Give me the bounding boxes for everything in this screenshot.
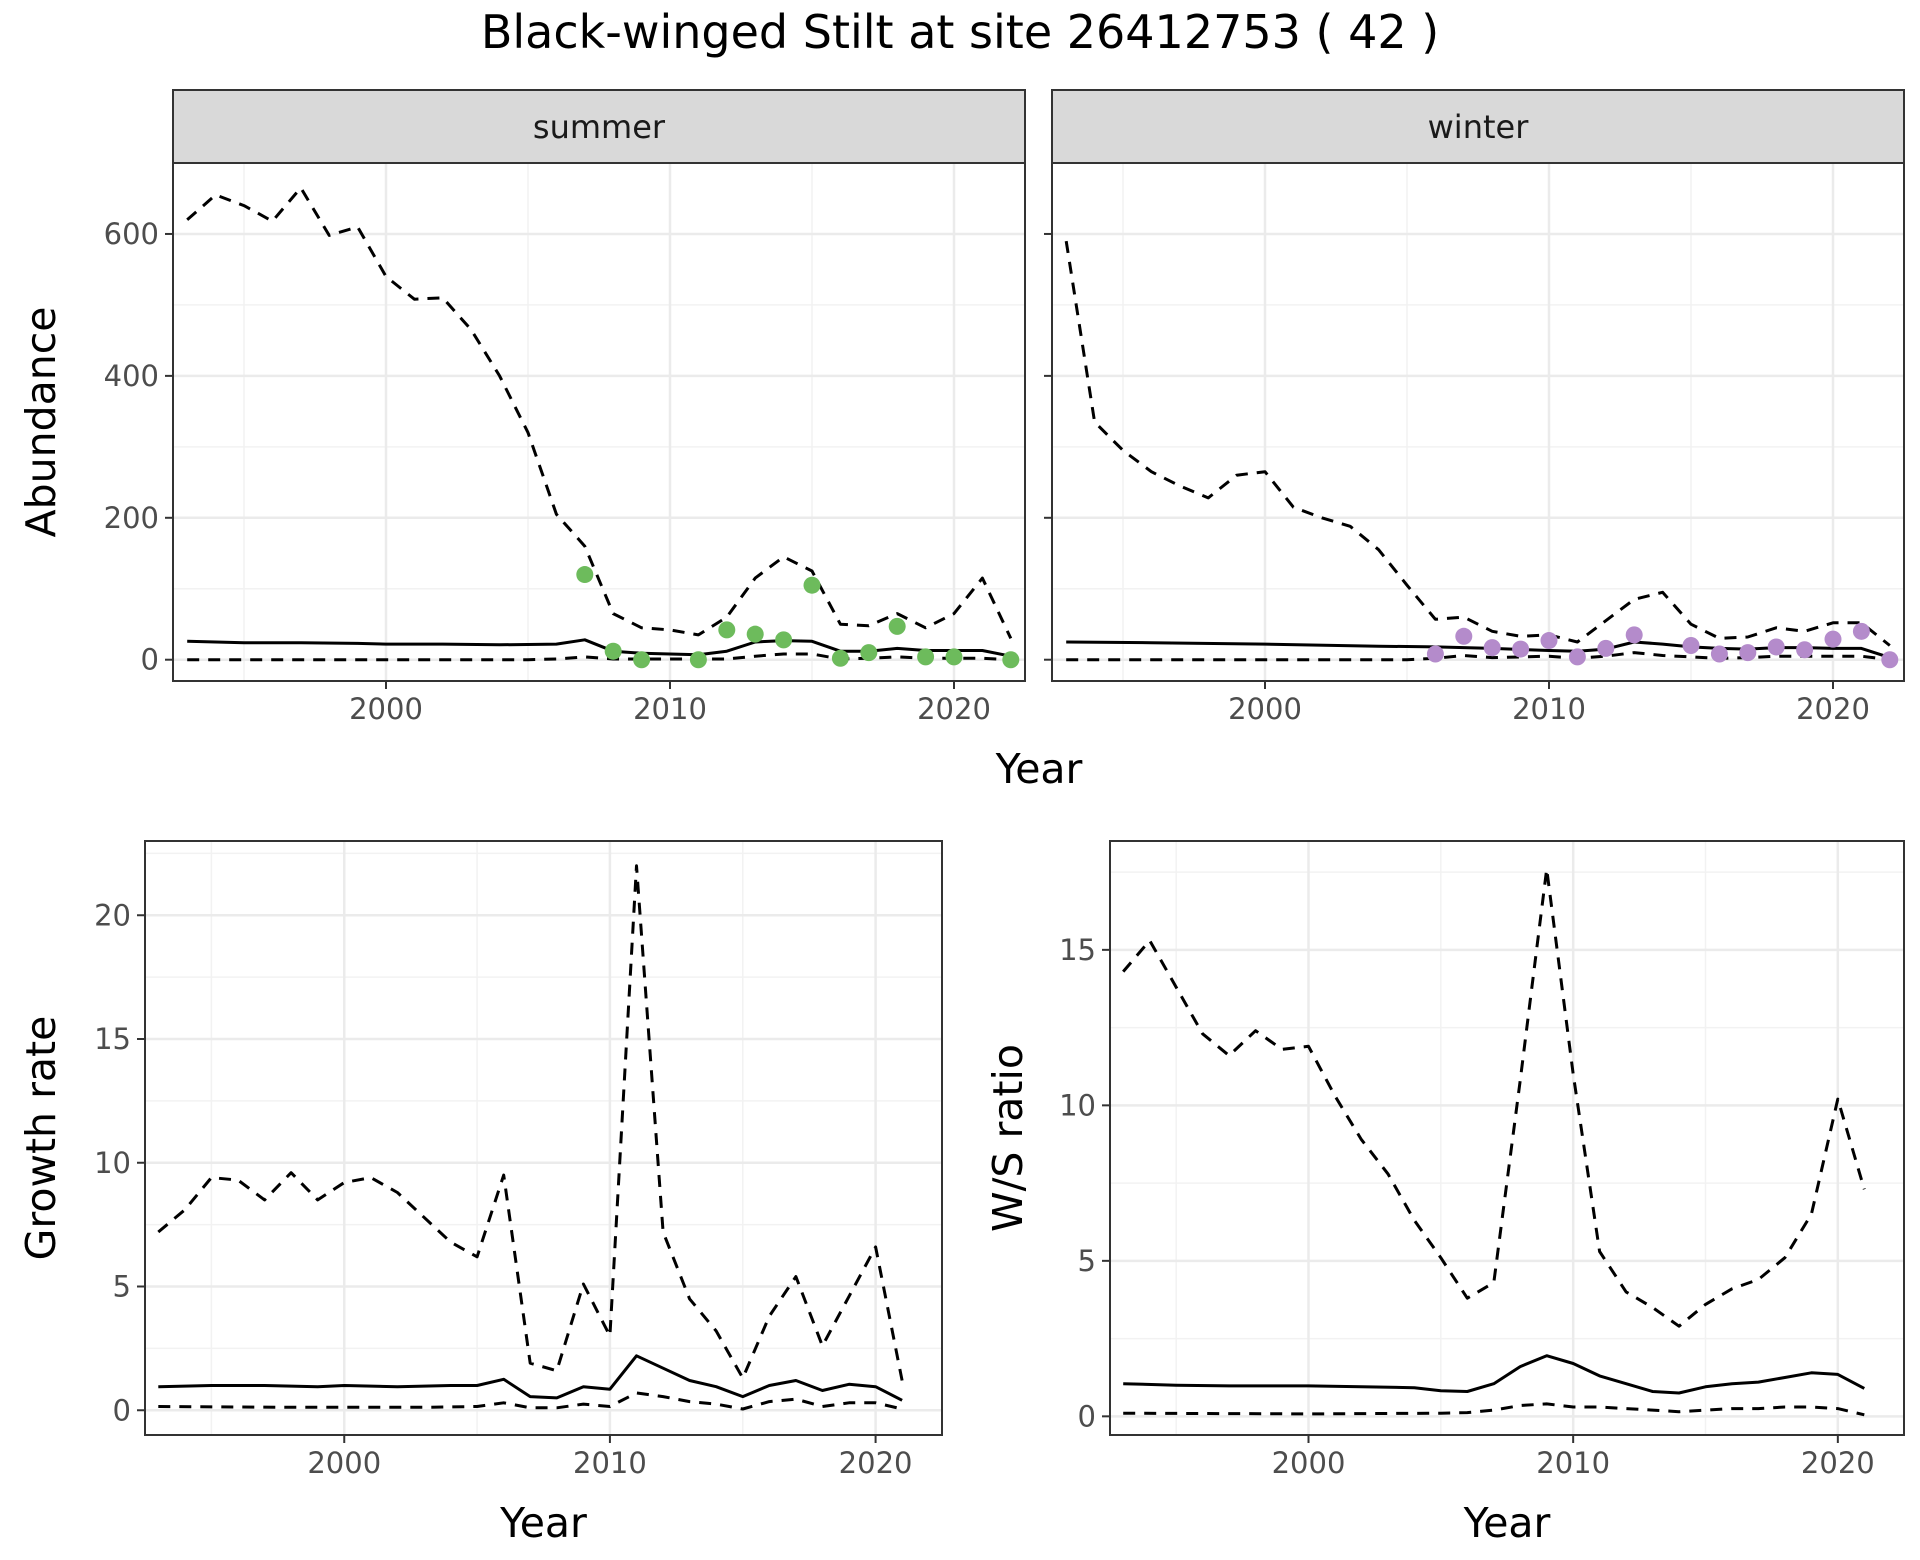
- data-point: [1710, 645, 1728, 663]
- data-point: [1739, 644, 1757, 662]
- data-point: [917, 648, 935, 666]
- data-point: [576, 566, 594, 584]
- data-point: [888, 617, 906, 635]
- panel-background: [1052, 163, 1904, 681]
- x-tick-label: 2000: [349, 692, 423, 726]
- data-point: [1796, 641, 1814, 659]
- data-point: [860, 644, 878, 662]
- abundance-x-axis-label: Year: [995, 745, 1083, 793]
- x-tick-label: 2020: [839, 1446, 913, 1480]
- estimate-line: [187, 638, 1012, 658]
- facet-strip: [172, 89, 1026, 164]
- x-tick-label: 2000: [1272, 1446, 1346, 1480]
- x-tick-label: 2010: [573, 1446, 647, 1480]
- data-point: [1002, 651, 1020, 669]
- upper-bound-line: [186, 186, 1013, 640]
- x-tick-label: 2010: [633, 692, 707, 726]
- x-tick-label: 2010: [1512, 692, 1586, 726]
- abundance-panel-summer: 2000 2010 2020 0 200 400 600: [104, 162, 1026, 726]
- ws-ratio-x-axis-label: Year: [1463, 1499, 1551, 1547]
- estimate-line: [1123, 1354, 1866, 1395]
- data-point: [689, 651, 707, 669]
- growth-rate-y-axis-label: Growth rate: [17, 1016, 65, 1261]
- figure-title: Black-winged Stilt at site 26412753 ( 42…: [481, 5, 1439, 59]
- panel-border: [1109, 840, 1905, 1436]
- panel-border: [172, 162, 1026, 682]
- abundance-panel-winter: 2000 2010 2020: [1044, 162, 1905, 726]
- data-point: [746, 625, 764, 643]
- data-point: [1881, 651, 1899, 669]
- data-point: [604, 642, 622, 660]
- ws-ratio-panel: 2000 2010 2020 0 5 10 15: [1059, 840, 1905, 1480]
- data-point: [718, 621, 736, 639]
- x-tick-label: 2010: [1536, 1446, 1610, 1480]
- x-tick-label: 2020: [917, 692, 991, 726]
- y-tick-label: 0: [1078, 1399, 1096, 1433]
- data-point: [1824, 630, 1842, 648]
- x-tick-label: 2000: [1228, 692, 1302, 726]
- facet-strip: [1051, 89, 1905, 164]
- y-tick-label: 15: [1059, 933, 1096, 967]
- data-point: [1625, 626, 1643, 644]
- panel-background: [145, 841, 942, 1435]
- data-point: [1682, 637, 1700, 655]
- x-tick-label: 2020: [1801, 1446, 1875, 1480]
- data-point: [1597, 639, 1615, 657]
- x-tick-label: 2000: [307, 1446, 381, 1480]
- panel-background: [1110, 841, 1904, 1435]
- y-tick-label: 400: [104, 359, 159, 393]
- lower-bound-line: [158, 1391, 903, 1411]
- y-tick-label: 10: [1059, 1088, 1096, 1122]
- y-tick-label: 15: [94, 1022, 131, 1056]
- data-point: [775, 631, 793, 649]
- panel-background: [173, 163, 1025, 681]
- data-point: [803, 576, 821, 594]
- x-tick-label: 2020: [1796, 692, 1870, 726]
- data-point: [1512, 640, 1530, 658]
- data-point: [1767, 638, 1785, 656]
- growth-rate-x-axis-label: Year: [499, 1499, 587, 1547]
- lower-bound-line: [1066, 651, 1890, 662]
- data-point: [1483, 639, 1501, 657]
- panel-border: [144, 840, 943, 1436]
- y-tick-label: 200: [104, 501, 159, 535]
- data-point: [1455, 627, 1473, 645]
- y-tick-label: 0: [141, 643, 159, 677]
- data-point: [1540, 632, 1558, 650]
- lower-bound-line: [1123, 1402, 1865, 1417]
- data-point: [945, 648, 963, 666]
- ws-ratio-y-axis-label: W/S ratio: [984, 1044, 1032, 1232]
- estimate-line: [158, 1354, 903, 1402]
- y-tick-label: 5: [113, 1270, 131, 1304]
- panel-border: [1051, 162, 1905, 682]
- y-tick-label: 5: [1078, 1244, 1096, 1278]
- upper-bound-line: [1064, 240, 1891, 647]
- facet-strip-label-summer: summer: [533, 108, 666, 146]
- data-point: [1852, 622, 1870, 640]
- y-tick-label: 10: [94, 1146, 131, 1180]
- abundance-y-axis-label: Abundance: [17, 307, 65, 538]
- upper-bound-line: [157, 864, 904, 1381]
- y-tick-label: 600: [104, 217, 159, 251]
- data-point: [1426, 645, 1444, 663]
- data-point: [831, 649, 849, 667]
- data-point: [1568, 648, 1586, 666]
- lower-bound-line: [187, 652, 1011, 662]
- data-point: [633, 651, 651, 669]
- y-tick-label: 20: [94, 898, 131, 932]
- facet-strip-label-winter: winter: [1428, 108, 1530, 146]
- growth-rate-panel: 2000 2010 2020 0 5 10 15 20: [94, 840, 943, 1480]
- y-tick-label: 0: [113, 1393, 131, 1427]
